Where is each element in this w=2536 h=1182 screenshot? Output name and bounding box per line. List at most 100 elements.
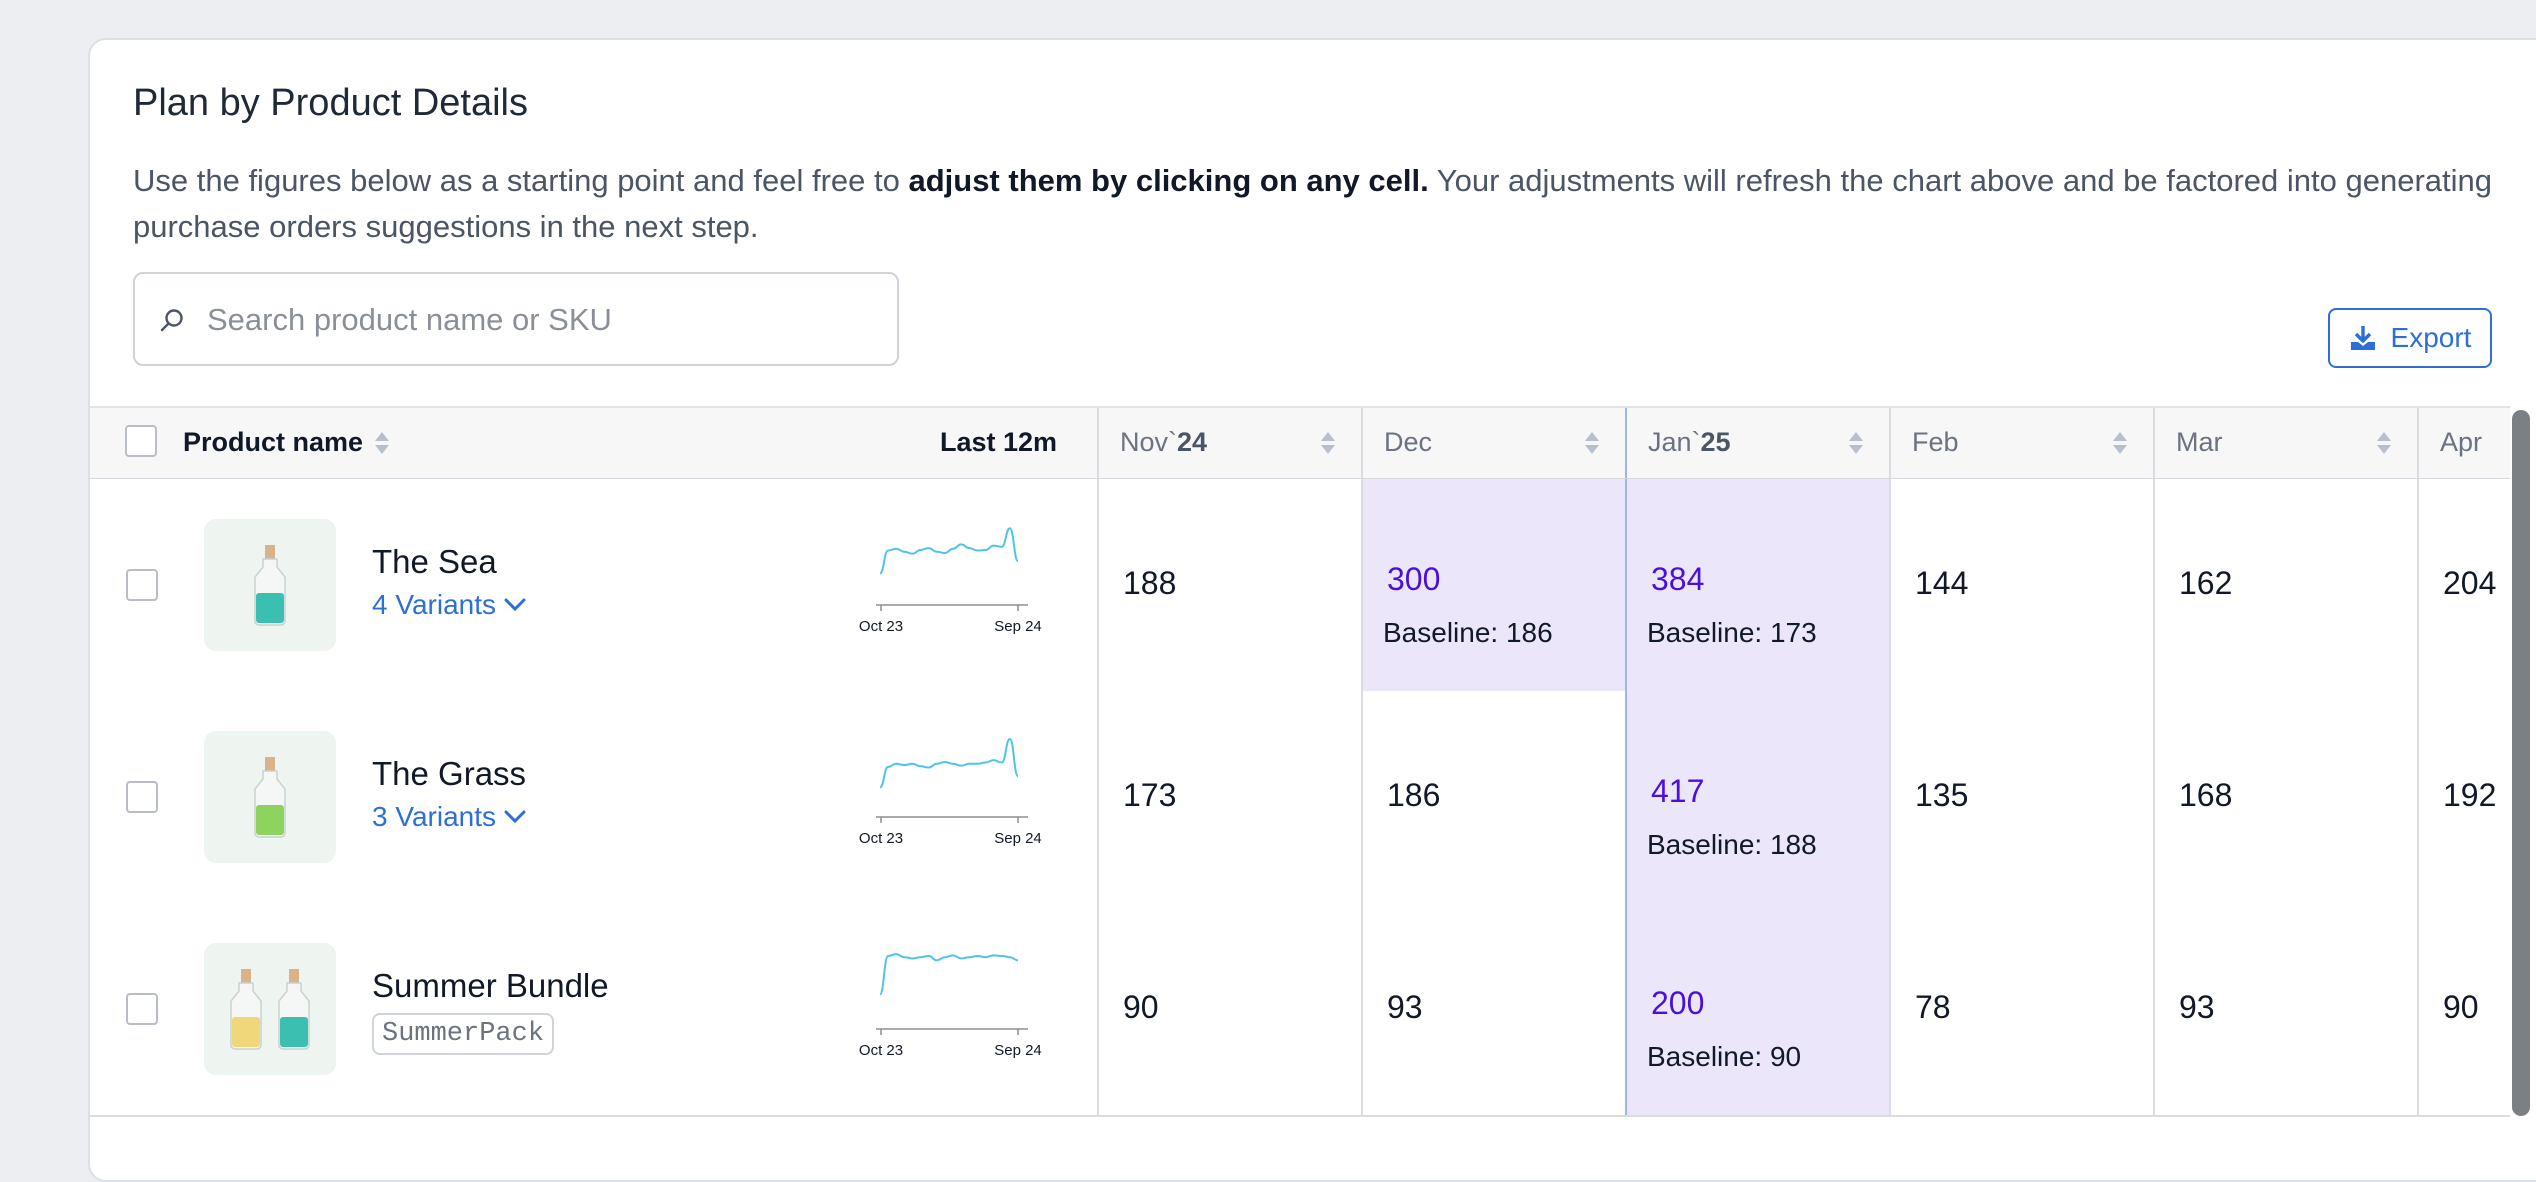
forecast-value: 384 [1651,561,1705,597]
row-checkbox[interactable] [126,781,158,813]
column-divider [1361,903,1363,1115]
forecast-cell[interactable]: 78 [1889,903,2153,1115]
select-all-checkbox[interactable] [125,425,157,457]
description: Use the figures below as a starting poin… [133,158,2536,250]
forecast-value: 90 [1123,989,1159,1025]
forecast-cell[interactable]: 168 [2153,691,2417,903]
row-checkbox[interactable] [126,569,158,601]
variants-label: 3 Variants [372,801,496,832]
forecast-value: 204 [2443,565,2497,601]
search-input[interactable] [205,294,869,346]
search-box[interactable] [133,272,899,366]
product-name-header: Product name [183,427,364,457]
forecast-value: 90 [2443,989,2479,1025]
table-row: The Sea 4 Variants Oct 23 Sep 24 188 300 Basel… [90,479,2510,693]
column-divider [1361,408,1363,478]
sparkline-start-label: Oct 23 [859,830,903,847]
sales-sparkline: Oct 23 Sep 24 [859,737,1042,847]
sparkline-start-label: Oct 23 [859,618,903,635]
column-divider [1889,903,1891,1115]
description-text: Use the figures below as a starting poin… [133,163,909,198]
column-divider [2417,903,2419,1115]
month-header: Jan`25 [1648,427,1731,458]
product-name: The Grass [372,755,527,792]
export-label: Export [2390,322,2472,353]
baseline-value: Baseline: 173 [1647,617,1817,648]
column-divider [2417,691,2419,903]
column-divider [1625,903,1627,1115]
column-divider [2153,408,2155,478]
forecast-cell[interactable]: 162 [2153,479,2417,691]
forecast-cell[interactable]: 300 Baseline: 186 [1361,479,1625,691]
month-header-label: Feb [1912,427,1959,457]
variants-toggle[interactable]: 3 Variants [372,801,526,833]
forecast-value: 162 [2179,565,2233,601]
sort-icon[interactable] [2376,430,2392,456]
forecast-value: 144 [1915,565,1969,601]
forecast-cell[interactable]: 93 [2153,903,2417,1115]
product-thumbnail [204,943,336,1075]
column-divider [2417,408,2419,478]
page-title: Plan by Product Details [133,82,528,124]
forecast-cell[interactable]: 200 Baseline: 90 [1625,903,1889,1115]
baseline-value: Baseline: 188 [1647,829,1817,860]
column-divider [1625,479,1627,691]
description-emphasis: adjust them by clicking on any cell. [908,163,1429,198]
plan-details-card: Plan by Product Details Use the figures … [88,38,2536,1182]
forecast-cell[interactable]: 144 [1889,479,2153,691]
variants-toggle[interactable]: 4 Variants [372,589,526,621]
month-header: Apr [2440,427,2482,458]
forecast-cell[interactable]: 135 [1889,691,2153,903]
download-icon [2350,326,2375,350]
month-header-label: Dec [1384,427,1433,457]
sales-sparkline: Oct 23 Sep 24 [859,527,1042,635]
last-12m-header: Last 12m [940,427,1058,457]
sort-icon[interactable] [2112,430,2128,456]
column-divider [1889,691,1891,903]
forecast-cell[interactable]: 188 [1097,479,1361,691]
forecast-cell[interactable]: 192 [2417,691,2536,903]
month-header-label: Nov` [1120,427,1178,457]
column-divider [1889,479,1891,691]
column-divider [1097,408,1099,478]
forecast-cell[interactable]: 93 [1361,903,1625,1115]
sparkline-end-label: Sep 24 [994,618,1042,635]
sort-icon[interactable] [1584,430,1600,456]
forecast-value: 168 [2179,777,2233,813]
forecast-cell[interactable]: 417 Baseline: 188 [1625,691,1889,903]
month-header-label: Jan` [1648,427,1701,457]
sparkline-end-label: Sep 24 [994,830,1042,847]
forecast-cell[interactable]: 90 [1097,903,1361,1115]
column-divider [1625,691,1627,903]
sparkline-series [879,953,1019,996]
bottle-icon [254,757,286,838]
row-checkbox[interactable] [126,993,158,1025]
forecast-cell[interactable]: 173 [1097,691,1361,903]
forecast-value: 93 [1387,989,1423,1025]
month-header: Dec [1384,427,1432,458]
column-divider [1625,408,1627,478]
forecast-cell[interactable]: 204 [2417,479,2536,691]
export-button[interactable]: Export [2328,308,2492,368]
bottle-icon [254,545,286,626]
month-header-year: 24 [1177,427,1208,457]
column-divider [1097,691,1099,903]
column-divider [1361,479,1363,691]
product-thumbnail [204,731,336,863]
forecast-value: 417 [1651,773,1705,809]
forecast-cell[interactable]: 90 [2417,903,2536,1115]
vertical-scrollbar[interactable] [2512,410,2530,1116]
forecast-value: 135 [1915,777,1969,813]
chevron-down-icon [504,810,526,824]
chevron-down-icon [504,598,526,612]
sparkline-start-label: Oct 23 [859,1042,903,1059]
sort-icon[interactable] [374,430,390,456]
table-row: Summer Bundle SummerPack Oct 23 Sep 24 90 93 2… [90,903,2510,1117]
product-name: The Sea [372,543,497,580]
sort-icon[interactable] [1848,430,1864,456]
forecast-cell[interactable]: 186 [1361,691,1625,903]
forecast-cell[interactable]: 384 Baseline: 173 [1625,479,1889,691]
variants-label: 4 Variants [372,589,496,620]
forecast-value: 186 [1387,777,1441,813]
sort-icon[interactable] [1320,430,1336,456]
